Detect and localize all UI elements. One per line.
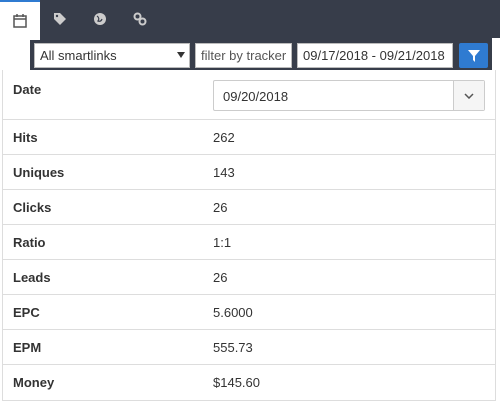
- row-label: Leads: [13, 270, 51, 285]
- select-arrow: [177, 52, 185, 58]
- tracker-placeholder: filter by tracker: [201, 48, 287, 63]
- date-range-input[interactable]: 09/17/2018 - 09/21/2018: [297, 43, 453, 68]
- link-icon: [133, 12, 147, 26]
- row-value: 555.73: [213, 340, 253, 355]
- filter-button[interactable]: [459, 43, 488, 68]
- row-label: Uniques: [13, 165, 65, 180]
- date-range: 09/17/2018 - 09/21/2018: [303, 48, 445, 63]
- tab-links[interactable]: [120, 0, 160, 38]
- stat-row: EPC 5.6000: [3, 295, 495, 330]
- date-row: Date 09/20/2018: [3, 70, 495, 120]
- chevron: [464, 92, 474, 99]
- stat-row: EPM 555.73: [3, 330, 495, 365]
- row-value: $145.60: [213, 375, 260, 390]
- stat-row: Ratio 1:1: [3, 225, 495, 260]
- row-value: 262: [213, 130, 235, 145]
- row-value: 1:1: [213, 235, 232, 250]
- calendar-icon: [13, 14, 27, 28]
- row-value: 143: [213, 165, 235, 180]
- row-label: EPC: [13, 305, 40, 320]
- tab-bar: [0, 0, 500, 38]
- tag-icon: [54, 13, 66, 25]
- date-select[interactable]: 09/20/2018: [213, 80, 485, 111]
- stats-table: Date 09/20/2018 Hits 262 Uniques 143 Clicks 2…: [2, 70, 496, 401]
- stat-row: Hits 262: [3, 120, 495, 155]
- date-select-text: 09/20/2018: [223, 89, 289, 104]
- row-label: EPM: [13, 340, 42, 355]
- stat-row: Money $145.60: [3, 365, 495, 400]
- tab-tags[interactable]: [40, 0, 80, 38]
- tab-globe[interactable]: [80, 0, 120, 38]
- row-value: 26: [213, 270, 228, 285]
- row-label: Clicks: [13, 200, 52, 215]
- globe-icon: [94, 13, 106, 25]
- row-value: 5.6000: [213, 305, 253, 320]
- row-label: Hits: [13, 130, 38, 145]
- funnel-icon: [467, 49, 480, 62]
- tab-calendar[interactable]: [0, 0, 40, 40]
- tracker-input[interactable]: filter by tracker: [195, 43, 292, 68]
- stat-row: Clicks 26: [3, 190, 495, 225]
- smartlink-select[interactable]: All smartlinks: [34, 43, 190, 68]
- row-label: Money: [13, 375, 55, 390]
- select-text: All smartlinks: [40, 48, 117, 63]
- row-value: 26: [213, 200, 228, 215]
- row-label: Ratio: [13, 235, 46, 250]
- stat-row: Leads 26: [3, 260, 495, 295]
- row-label: Date: [13, 82, 42, 97]
- date-select-toggle[interactable]: [453, 81, 484, 110]
- stat-row: Uniques 143: [3, 155, 495, 190]
